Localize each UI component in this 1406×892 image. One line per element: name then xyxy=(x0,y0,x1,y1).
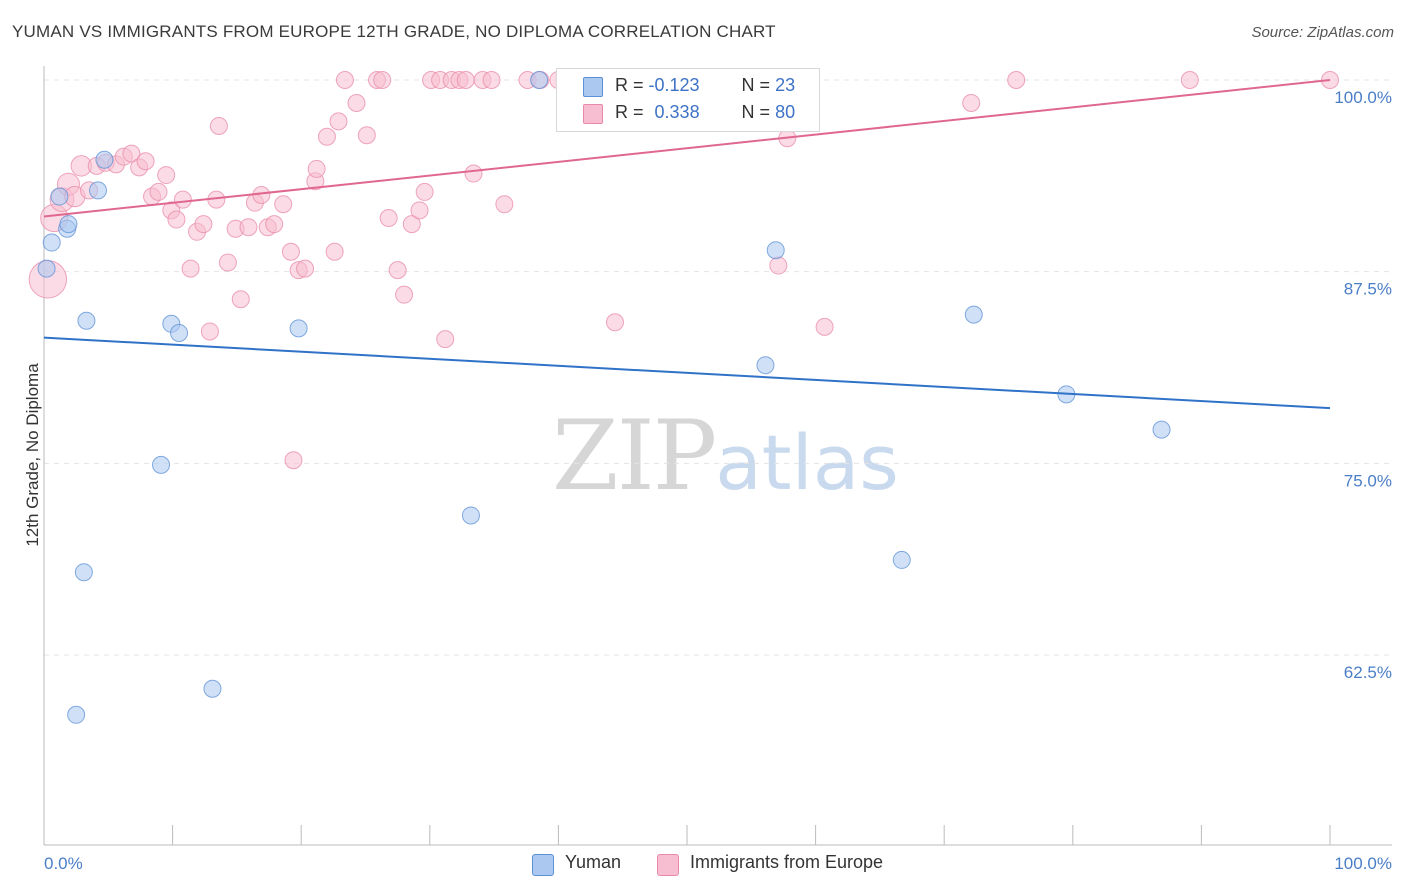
stats-legend: R = -0.123 N = 23 R = 0.338 N = 80 xyxy=(556,68,820,132)
europe-point xyxy=(239,218,258,237)
europe-point xyxy=(815,317,834,336)
yuman-point xyxy=(1152,420,1171,439)
europe-point xyxy=(769,256,788,275)
x-tick-label: 0.0% xyxy=(44,854,83,873)
watermark: ZIPatlas xyxy=(552,400,899,512)
europe-point xyxy=(1007,71,1026,89)
yuman-point xyxy=(461,506,480,525)
europe-point xyxy=(495,195,514,214)
x-tick-label: 100.0% xyxy=(1334,854,1392,873)
y-tick-label: 100.0% xyxy=(1334,88,1392,107)
europe-point xyxy=(167,210,186,229)
yuman-point xyxy=(203,679,222,698)
watermark-zip: ZIP xyxy=(552,400,717,512)
europe-point xyxy=(136,152,155,171)
europe-point xyxy=(209,117,228,135)
bottom-label-yuman: Yuman xyxy=(565,852,622,872)
europe-point xyxy=(200,322,219,341)
europe-point xyxy=(379,209,398,227)
europe-point xyxy=(173,190,192,209)
europe-point xyxy=(329,112,348,131)
yuman-point xyxy=(289,319,308,338)
legend-r-label: R = xyxy=(615,75,644,95)
bottom-swatch-europe xyxy=(657,854,679,876)
europe-point xyxy=(482,71,501,89)
europe-point xyxy=(456,71,475,89)
europe-point xyxy=(335,71,354,89)
europe-point xyxy=(317,127,336,146)
legend-swatch-europe xyxy=(583,104,603,124)
europe-point xyxy=(373,71,392,89)
europe-point xyxy=(464,164,483,183)
europe-point xyxy=(1180,71,1199,89)
yuman-point xyxy=(170,324,189,342)
europe-point xyxy=(357,126,376,145)
europe-point xyxy=(605,313,624,332)
yuman-point xyxy=(50,187,69,206)
yuman-point xyxy=(766,241,785,260)
europe-point xyxy=(347,94,366,112)
europe-point xyxy=(307,159,326,178)
yuman-point xyxy=(892,550,911,569)
yuman-point xyxy=(756,356,775,375)
europe-point xyxy=(281,242,300,261)
watermark-atlas: atlas xyxy=(715,418,899,507)
europe-point xyxy=(410,201,429,220)
yuman-point xyxy=(37,259,56,278)
trend-lines xyxy=(43,79,1331,410)
legend-n-label: N = xyxy=(741,102,771,122)
europe-point xyxy=(402,215,421,234)
yuman-point xyxy=(59,215,78,234)
yuman-point xyxy=(77,311,96,330)
europe-point xyxy=(284,451,303,470)
europe-point xyxy=(218,253,237,272)
europe-point xyxy=(194,215,213,234)
europe-point xyxy=(395,285,414,304)
yuman-point xyxy=(95,150,114,169)
y-tick-label: 87.5% xyxy=(1344,280,1392,299)
europe-trend-line xyxy=(43,79,1331,218)
legend-n-value: 80 xyxy=(775,102,796,122)
yuman-trend-line xyxy=(43,336,1331,410)
bottom-swatch-yuman xyxy=(532,854,554,876)
yuman-point xyxy=(964,305,983,324)
gridlines xyxy=(44,79,1392,656)
europe-point xyxy=(157,166,176,185)
legend-n-value: 23 xyxy=(775,75,796,95)
europe-point xyxy=(296,259,315,278)
tick-labels: 62.5% 75.0% 87.5% 100.0% 0.0% 100.0% xyxy=(44,88,1392,873)
chart-title: YUMAN VS IMMIGRANTS FROM EUROPE 12TH GRA… xyxy=(12,22,776,41)
europe-point xyxy=(962,94,981,112)
europe-point xyxy=(274,195,293,214)
source-label: Source: ZipAtlas.com xyxy=(1251,24,1394,41)
yuman-point xyxy=(74,563,93,582)
europe-point xyxy=(436,330,455,349)
legend-n-label: N = xyxy=(741,75,771,95)
y-axis-label: 12th Grade, No Diploma xyxy=(23,363,42,547)
legend-r-value: 0.338 xyxy=(654,102,700,122)
yuman-point xyxy=(89,181,108,200)
europe-point xyxy=(325,242,344,261)
europe-point xyxy=(231,290,250,309)
axes xyxy=(43,66,1392,846)
yuman-point xyxy=(67,705,86,724)
europe-point xyxy=(181,259,200,278)
europe-point xyxy=(388,261,407,280)
legend-r-label: R = xyxy=(615,102,644,122)
europe-point xyxy=(415,182,434,201)
yuman-point xyxy=(152,455,171,474)
europe-point xyxy=(149,182,168,201)
legend-swatch-yuman xyxy=(583,77,603,97)
yuman-point xyxy=(42,233,61,252)
y-tick-label: 62.5% xyxy=(1344,663,1392,682)
yuman-point xyxy=(530,71,549,89)
bottom-label-europe: Immigrants from Europe xyxy=(690,852,884,872)
y-tick-label: 75.0% xyxy=(1344,471,1392,490)
legend-r-value: -0.123 xyxy=(648,75,700,95)
europe-point xyxy=(265,215,284,234)
europe-point xyxy=(122,144,141,163)
